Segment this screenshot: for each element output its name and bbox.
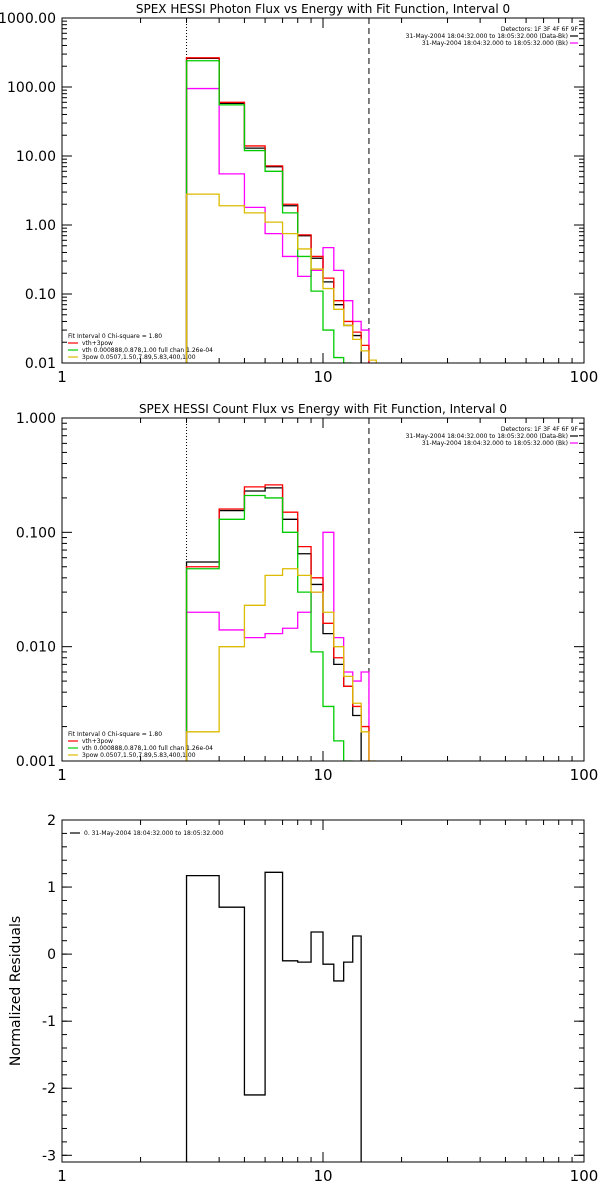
legend-header-text: 31-May-2004 18:04:32.000 to 18:05:32.000… [406, 433, 568, 440]
series-line-2 [185, 87, 370, 363]
chart-panel-2: SPEX HESSI Count Flux vs Energy with Fit… [16, 402, 598, 784]
x-tick-label: 10 [313, 1167, 332, 1185]
x-tick-label: 1 [57, 766, 67, 784]
series-line-5 [185, 568, 377, 761]
x-tick-label: 10 [313, 766, 332, 784]
series-line-1 [185, 871, 362, 1162]
chart-panel-1: SPEX HESSI Photon Flux vs Energy with Fi… [0, 2, 598, 386]
series-line-4 [185, 60, 353, 363]
legend-text: vth+3pow [82, 340, 113, 347]
legend-text: vth 0.000888,0.878,1.00 full chan 1.26e-… [82, 347, 213, 354]
legend-text: vth+3pow [82, 738, 113, 745]
y-tick-label: 0 [47, 947, 56, 963]
series-line-4 [185, 494, 353, 761]
legend-text: 3pow 0.0507,1.50,7.89,5.83,400,1.00 [82, 354, 196, 361]
x-tick-label: 100 [570, 1167, 599, 1185]
series-line-1 [185, 57, 362, 363]
x-tick-label: 100 [570, 368, 599, 386]
legend-header-text: 31-May-2004 18:04:32.000 to 18:05:32.000… [422, 440, 568, 447]
y-tick-label: 1.00 [25, 218, 56, 234]
legend-header-text: Detectors: 1F 3F 4F 6F 9F [501, 26, 579, 33]
y-tick-label: 100.00 [7, 80, 56, 96]
series-line-5 [185, 193, 377, 363]
plot-frame [61, 17, 585, 364]
y-tick-label: 0.01 [25, 356, 56, 372]
legend-header-text: 31-May-2004 18:04:32.000 to 18:05:32.000… [406, 33, 568, 40]
chart-title: SPEX HESSI Count Flux vs Energy with Fit… [139, 402, 507, 416]
y-axis-label: Normalized Residuals [8, 916, 24, 1066]
plot-frame [61, 417, 585, 762]
plot-area [185, 871, 362, 1162]
x-tick-label: 1 [57, 368, 67, 386]
legend-header-text: 31-May-2004 18:04:32.000 to 18:05:32.000… [422, 40, 568, 47]
y-tick-label: 1000.00 [0, 11, 56, 27]
plot-frame [61, 819, 585, 1163]
chart-panel-3: Normalized Residuals 1 10 100 -3 -2 -1 0 1 2 0. 31… [8, 813, 598, 1185]
legend-text: Fit Interval 0 Chi-square = 1.80 [68, 731, 162, 738]
legend-header-text: Detectors: 1F 3F 4F 6F 9F [501, 426, 579, 433]
y-tick-label: 10.00 [16, 149, 56, 165]
y-tick-label: -1 [42, 1014, 56, 1030]
y-tick-label: 0.10 [25, 287, 56, 303]
legend-text: 3pow 0.0507,1.50,7.89,5.83,400,1.00 [82, 752, 196, 759]
series-line-1 [185, 487, 362, 761]
y-tick-label: 0.001 [16, 754, 56, 770]
x-tick-label: 10 [313, 368, 332, 386]
y-tick-label: -2 [42, 1081, 56, 1097]
y-tick-label: 0.100 [16, 525, 56, 541]
y-tick-label: 2 [47, 813, 56, 829]
y-tick-label: 1 [47, 880, 56, 896]
x-tick-label: 1 [57, 1167, 67, 1185]
legend-text: 0. 31-May-2004 18:04:32.000 to 18:05:32.… [84, 830, 224, 837]
plot-area [185, 57, 377, 363]
legend-text: Fit Interval 0 Chi-square = 1.80 [68, 333, 162, 340]
series-line-3 [185, 57, 370, 363]
y-tick-label: 1.000 [16, 411, 56, 427]
series-line-3 [185, 484, 370, 761]
x-tick-label: 100 [570, 766, 599, 784]
legend-text: vth 0.000888,0.878,1.00 full chan 1.26e-… [82, 745, 213, 752]
y-tick-label: -3 [42, 1148, 56, 1164]
chart-title: SPEX HESSI Photon Flux vs Energy with Fi… [136, 2, 510, 16]
plot-area [185, 484, 377, 761]
y-tick-label: 0.010 [16, 640, 56, 656]
